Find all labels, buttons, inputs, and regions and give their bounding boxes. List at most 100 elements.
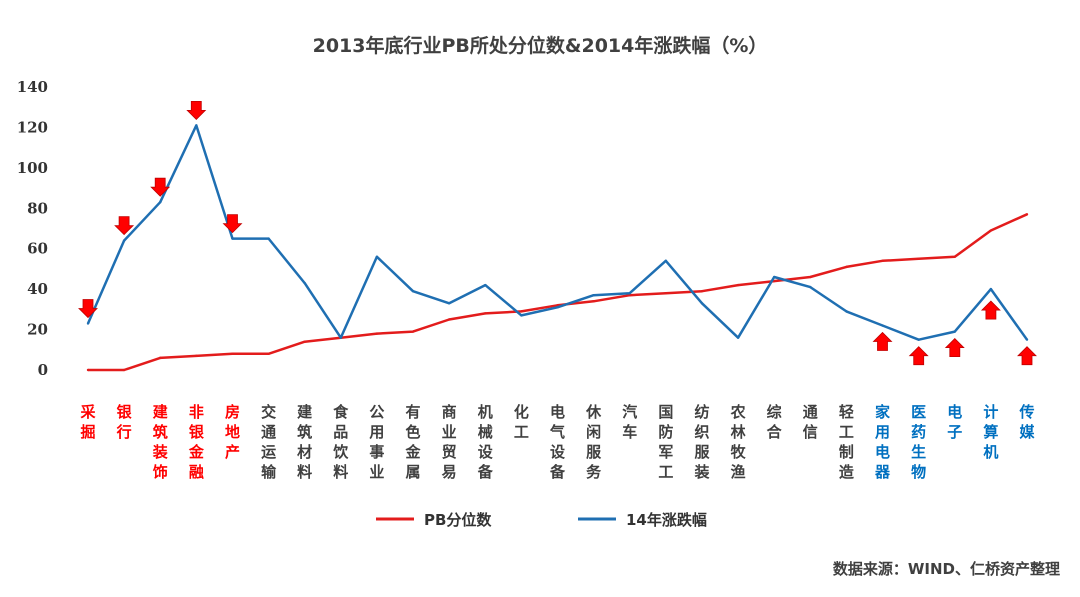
data-point	[953, 330, 956, 333]
y-tick-label: 100	[17, 159, 48, 177]
data-point	[809, 275, 812, 279]
x-tick-label: 银行	[116, 403, 133, 441]
x-tick-label: 医药生物	[911, 403, 926, 481]
x-tick-label: 采掘	[79, 403, 96, 441]
data-point	[447, 302, 451, 305]
x-tick-label: 有色金属	[405, 403, 422, 481]
x-tick-label: 化工	[514, 403, 529, 441]
x-tick-label: 汽车	[622, 403, 637, 441]
data-point	[736, 283, 740, 287]
data-point	[159, 356, 162, 360]
x-tick-label: 通信	[803, 403, 818, 441]
data-point	[881, 324, 884, 327]
data-point	[989, 229, 993, 232]
y-axis: 0 20 40 60 80 100 120 140	[17, 78, 48, 379]
chart-title: 2013年底行业PB所处分位数&2014年涨跌幅（%）	[313, 34, 768, 57]
data-point	[592, 300, 595, 303]
data-point	[1025, 213, 1029, 216]
data-point	[628, 294, 631, 297]
data-point	[845, 310, 848, 313]
y-tick-label: 60	[27, 240, 48, 258]
down-arrow-icon	[186, 101, 207, 120]
data-point	[447, 318, 451, 321]
data-point	[484, 283, 487, 287]
data-point	[303, 340, 306, 343]
down-arrow-icon	[150, 177, 171, 197]
data-point	[195, 124, 198, 127]
up-arrow-icon	[872, 331, 893, 351]
data-point	[86, 368, 90, 372]
data-point	[700, 302, 704, 305]
up-arrow-icon	[1017, 346, 1037, 366]
data-point	[267, 352, 270, 356]
x-tick-label: 农林牧渔	[730, 403, 747, 481]
data-point	[411, 289, 415, 293]
data-point	[267, 237, 270, 240]
y-tick-label: 140	[17, 78, 48, 96]
x-tick-label: 房地产	[225, 403, 240, 461]
data-point	[953, 255, 956, 258]
x-tick-label: 国防军工	[658, 403, 673, 481]
data-point	[231, 352, 234, 356]
down-arrow-icon	[222, 214, 243, 234]
data-point	[592, 294, 595, 297]
x-tick-label: 公用事业	[369, 403, 384, 481]
up-arrow-icon	[944, 338, 965, 358]
data-point	[664, 291, 668, 295]
down-arrow-icon	[114, 216, 135, 236]
data-point	[989, 287, 993, 291]
data-point	[411, 330, 415, 333]
x-tick-label: 建筑装饰	[152, 403, 169, 481]
legend-label-pb: PB分位数	[424, 511, 492, 529]
legend: PB分位数 14年涨跌幅	[376, 511, 707, 529]
y-tick-label: 0	[38, 361, 48, 379]
legend-label-return: 14年涨跌幅	[626, 511, 707, 529]
data-point	[881, 259, 884, 263]
data-point	[664, 259, 668, 263]
y-tick-label: 80	[27, 199, 48, 217]
data-point	[809, 285, 812, 289]
source-note: 数据来源：WIND、仁桥资产整理	[833, 560, 1060, 578]
x-tick-label: 商业贸易	[442, 403, 457, 481]
x-tick-label: 计算机	[983, 403, 998, 461]
down-arrow-icon	[78, 299, 98, 319]
x-tick-label: 机械设备	[477, 403, 494, 481]
data-point	[86, 322, 90, 325]
data-point	[375, 332, 379, 335]
data-point	[736, 336, 740, 339]
data-point	[1025, 338, 1029, 341]
x-tick-label: 休闲服务	[585, 403, 602, 481]
x-tick-label: 非银金融	[188, 403, 205, 481]
data-point	[122, 239, 126, 242]
data-point	[628, 291, 631, 295]
data-point	[556, 306, 559, 309]
up-arrow-icon	[908, 346, 929, 366]
data-point	[917, 338, 920, 341]
data-point	[845, 265, 848, 269]
data-point	[520, 310, 523, 313]
data-point	[917, 257, 920, 261]
x-tick-label: 家用电器	[874, 403, 891, 481]
y-tick-label: 20	[27, 321, 48, 339]
data-point	[772, 275, 776, 279]
data-point	[520, 314, 523, 317]
data-point	[159, 201, 162, 204]
data-point	[303, 281, 306, 285]
data-point	[375, 255, 379, 258]
x-tick-label: 交通运输	[261, 403, 277, 481]
x-tick-label: 食品饮料	[332, 403, 349, 481]
data-point	[339, 336, 343, 339]
data-point	[195, 354, 198, 358]
data-point	[700, 289, 704, 293]
y-tick-label: 120	[17, 118, 48, 136]
up-arrow-icon	[980, 300, 1001, 320]
x-tick-label: 电气设备	[549, 403, 566, 481]
series-lines	[86, 124, 1029, 372]
x-tick-label: 建筑材料	[296, 403, 313, 481]
arrow-annotations	[78, 101, 1037, 366]
x-tick-label: 纺织服装	[693, 403, 710, 481]
data-point	[122, 368, 126, 372]
x-tick-label: 电子	[947, 403, 962, 441]
